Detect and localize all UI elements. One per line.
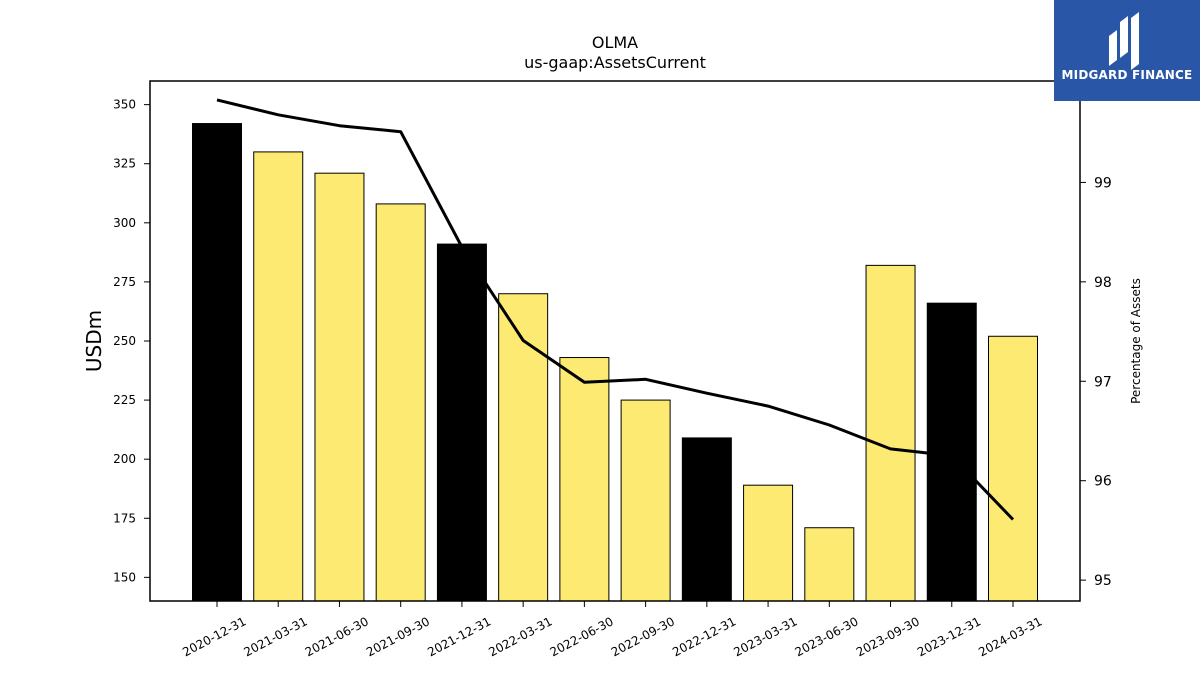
x-tick-label: 2022-03-31 bbox=[486, 614, 554, 659]
x-tick-label: 2023-03-31 bbox=[731, 614, 799, 659]
x-tick-label: 2021-12-31 bbox=[425, 614, 493, 659]
x-tick-label: 2021-03-31 bbox=[241, 614, 309, 659]
chart-subtitle: us-gaap:AssetsCurrent bbox=[524, 53, 706, 72]
logo-icon bbox=[1109, 12, 1139, 70]
x-tick-label: 2024-03-31 bbox=[976, 614, 1044, 659]
bar bbox=[681, 437, 732, 602]
y-tick-label: 175 bbox=[113, 511, 136, 525]
bar bbox=[804, 527, 855, 602]
y-tick-label: 250 bbox=[113, 334, 136, 348]
left-axis-ticks: 150 175 200 225 250 275 300 325 350 bbox=[113, 98, 150, 584]
x-tick-label: 2023-06-30 bbox=[793, 614, 861, 659]
x-axis-ticks: 2020-12-312021-03-312021-06-302021-09-30… bbox=[180, 601, 1044, 659]
y-tick-label: 225 bbox=[113, 393, 136, 407]
x-tick-label: 2021-06-30 bbox=[303, 614, 371, 659]
y2-tick-label: 99 bbox=[1094, 175, 1112, 191]
y2-tick-label: 98 bbox=[1094, 275, 1112, 291]
x-tick-label: 2023-12-31 bbox=[915, 614, 983, 659]
y-tick-label: 200 bbox=[113, 452, 136, 466]
bar bbox=[498, 293, 549, 602]
x-tick-label: 2020-12-31 bbox=[180, 614, 248, 659]
brand-logo: MIDGARD FINANCE bbox=[1054, 0, 1200, 101]
bar bbox=[192, 123, 242, 602]
x-tick-label: 2022-09-30 bbox=[609, 614, 677, 659]
bar bbox=[314, 172, 365, 602]
y2-axis-label: Percentage of Assets bbox=[1129, 278, 1143, 404]
brand-name: MIDGARD FINANCE bbox=[1061, 68, 1193, 82]
x-tick-label: 2022-12-31 bbox=[670, 614, 738, 659]
line-group bbox=[216, 98, 1015, 521]
bar bbox=[926, 302, 977, 602]
y2-tick-label: 97 bbox=[1094, 374, 1112, 390]
y2-tick-label: 95 bbox=[1094, 573, 1112, 589]
bar bbox=[253, 151, 304, 602]
bar bbox=[375, 203, 426, 602]
bar bbox=[559, 357, 610, 602]
bar-group bbox=[192, 123, 1038, 602]
bar bbox=[988, 335, 1038, 602]
y-tick-label: 325 bbox=[113, 157, 136, 171]
y2-tick-label: 96 bbox=[1094, 474, 1112, 490]
series-line bbox=[216, 98, 1015, 521]
bar bbox=[620, 399, 671, 602]
x-tick-label: 2023-09-30 bbox=[854, 614, 922, 659]
x-tick-label: 2021-09-30 bbox=[364, 614, 432, 659]
bar bbox=[743, 484, 794, 602]
y-tick-label: 275 bbox=[113, 275, 136, 289]
bar bbox=[865, 264, 916, 602]
bar bbox=[436, 243, 487, 602]
y-axis-label: USDm bbox=[82, 310, 106, 372]
y-tick-label: 300 bbox=[113, 216, 136, 230]
y-tick-label: 150 bbox=[113, 570, 136, 584]
chart-title: OLMA bbox=[592, 33, 638, 52]
y-tick-label: 350 bbox=[113, 98, 136, 112]
x-tick-label: 2022-06-30 bbox=[548, 614, 616, 659]
right-axis-ticks: 95 96 97 98 99 bbox=[1080, 175, 1112, 589]
